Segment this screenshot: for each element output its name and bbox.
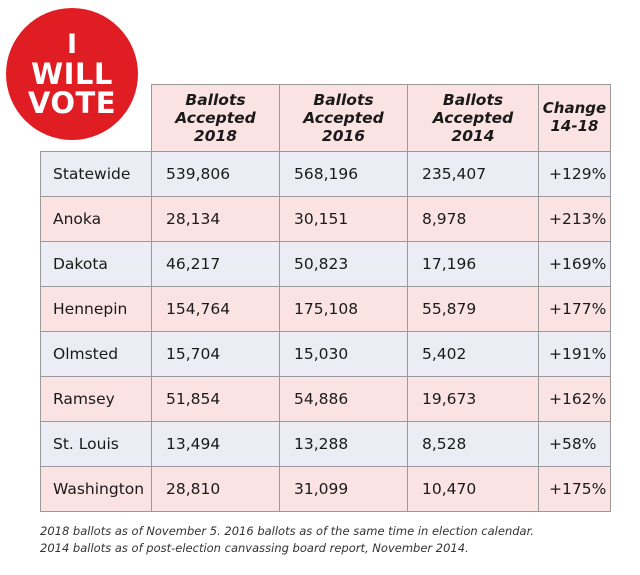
table-row: Anoka 28,134 30,151 8,978 +213% <box>40 196 611 242</box>
ballots-value-cell: 51,854 <box>151 376 280 422</box>
ballots-table: Ballots Accepted 2018 Ballots Accepted 2… <box>40 84 611 512</box>
table-row: Hennepin 154,764 175,108 55,879 +177% <box>40 286 611 332</box>
ballots-value-cell: 15,704 <box>151 331 280 377</box>
ballots-value-cell: 8,978 <box>407 196 539 242</box>
i-will-vote-badge: I WILL VOTE <box>6 8 138 140</box>
change-cell: +162% <box>538 376 611 422</box>
header-ballots-2016: Ballots Accepted 2016 <box>279 84 408 152</box>
ballots-value-cell: 28,134 <box>151 196 280 242</box>
ballots-value-cell: 28,810 <box>151 466 280 512</box>
footnote-line-1: 2018 ballots as of November 5. 2016 ball… <box>40 524 534 538</box>
table-row: Statewide 539,806 568,196 235,407 +129% <box>40 151 611 197</box>
ballots-value-cell: 13,288 <box>279 421 408 467</box>
header-ballots-2018: Ballots Accepted 2018 <box>151 84 280 152</box>
ballots-value-cell: 568,196 <box>279 151 408 197</box>
header-text: 2018 <box>193 127 238 146</box>
change-cell: +191% <box>538 331 611 377</box>
ballots-value-cell: 10,470 <box>407 466 539 512</box>
header-ballots-2014: Ballots Accepted 2014 <box>407 84 539 152</box>
header-text: Accepted <box>303 108 384 127</box>
header-text: Accepted <box>175 108 256 127</box>
ballots-value-cell: 154,764 <box>151 286 280 332</box>
header-text: Ballots <box>185 90 246 109</box>
county-name-cell: Ramsey <box>40 376 152 422</box>
header-text: 14-18 <box>550 117 599 135</box>
change-cell: +175% <box>538 466 611 512</box>
ballots-value-cell: 17,196 <box>407 241 539 287</box>
header-text: Accepted <box>432 108 514 127</box>
table-row: Dakota 46,217 50,823 17,196 +169% <box>40 241 611 287</box>
ballots-value-cell: 50,823 <box>279 241 408 287</box>
change-cell: +129% <box>538 151 611 197</box>
county-name-cell: Hennepin <box>40 286 152 332</box>
badge-line-3: VOTE <box>27 85 117 120</box>
header-text: Change <box>542 99 607 118</box>
ballots-value-cell: 5,402 <box>407 331 539 377</box>
table-row: Olmsted 15,704 15,030 5,402 +191% <box>40 331 611 377</box>
ballots-value-cell: 15,030 <box>279 331 408 377</box>
header-change: Change 14-18 <box>538 84 611 152</box>
change-cell: +177% <box>538 286 611 332</box>
county-name-cell: Dakota <box>40 241 152 287</box>
county-name-cell: St. Louis <box>40 421 152 467</box>
ballots-value-cell: 539,806 <box>151 151 280 197</box>
table-body: Statewide 539,806 568,196 235,407 +129% Anoka… <box>40 151 611 512</box>
badge-line-2: WILL <box>31 56 113 91</box>
header-text: 2016 <box>321 127 366 146</box>
footnote-line-2: 2014 ballots as of post-election canvass… <box>40 541 469 555</box>
county-name-cell: Statewide <box>40 151 152 197</box>
change-cell: +213% <box>538 196 611 242</box>
ballots-value-cell: 19,673 <box>407 376 539 422</box>
table-row: Ramsey 51,854 54,886 19,673 +162% <box>40 376 611 422</box>
table-row: St. Louis 13,494 13,288 8,528 +58% <box>40 421 611 467</box>
ballots-value-cell: 175,108 <box>279 286 408 332</box>
table-row: Washington 28,810 31,099 10,470 +175% <box>40 466 611 512</box>
header-text: Ballots <box>442 90 504 109</box>
county-name-cell: Washington <box>40 466 152 512</box>
footnote: 2018 ballots as of November 5. 2016 ball… <box>40 523 630 557</box>
ballots-value-cell: 46,217 <box>151 241 280 287</box>
ballots-value-cell: 235,407 <box>407 151 539 197</box>
county-name-cell: Olmsted <box>40 331 152 377</box>
change-cell: +58% <box>538 421 611 467</box>
ballots-value-cell: 31,099 <box>279 466 408 512</box>
ballots-value-cell: 54,886 <box>279 376 408 422</box>
ballots-value-cell: 8,528 <box>407 421 539 467</box>
county-name-cell: Anoka <box>40 196 152 242</box>
table-header-row: Ballots Accepted 2018 Ballots Accepted 2… <box>40 84 611 152</box>
ballots-value-cell: 55,879 <box>407 286 539 332</box>
badge-line-1: I <box>66 28 78 60</box>
change-cell: +169% <box>538 241 611 287</box>
header-text: 2014 <box>451 127 495 146</box>
ballots-value-cell: 30,151 <box>279 196 408 242</box>
header-text: Ballots <box>313 90 374 109</box>
ballots-value-cell: 13,494 <box>151 421 280 467</box>
